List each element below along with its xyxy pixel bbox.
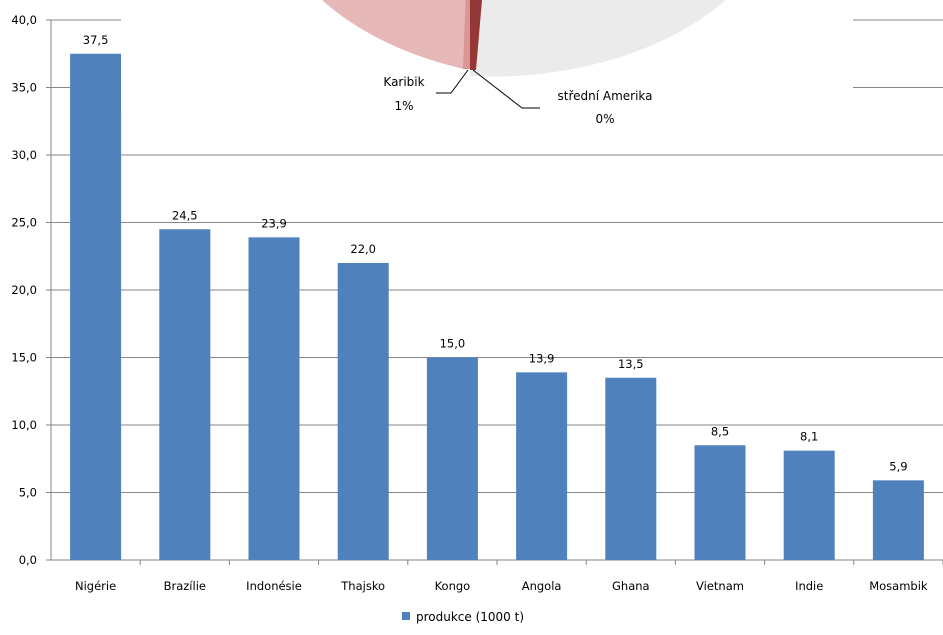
y-tick-label: 35,0 [11,81,37,95]
data-label: 13,9 [529,351,555,365]
leader-line-stredni-amerika [472,69,540,109]
data-label: 5,9 [889,459,907,473]
bar [783,450,835,560]
data-label: 23,9 [261,216,287,230]
data-label: 24,5 [172,208,198,222]
y-tick-labels: 0,0 5,0 10,0 15,0 20,0 25,0 30,0 35,0 40,0 [11,13,37,567]
bar [248,237,300,560]
y-tick-label: 30,0 [11,148,37,162]
bar [872,480,924,560]
bar [516,372,568,560]
x-tick-label: Nigérie [75,579,116,593]
legend: produkce (1000 t) [402,610,524,624]
pie-percent-stredni-amerika: 0% [595,112,614,126]
y-tick-label: 15,0 [11,351,37,365]
pie-slice-stredni-amerika [470,0,482,70]
bar [337,263,389,560]
legend-label: produkce (1000 t) [416,610,524,624]
y-tick-label: 5,0 [19,486,37,500]
pie-label-karibik: Karibik [383,75,424,89]
data-label: 37,5 [83,33,109,47]
pie-percent-karibik: 1% [394,99,413,113]
pie-slice-rest [470,0,726,77]
leader-line-karibik [436,69,469,94]
x-tick-label: Vietnam [696,579,744,593]
bars [70,53,924,560]
data-label: 22,0 [350,242,376,256]
data-label: 8,1 [800,430,818,444]
pie-label-stredni-amerika: střední Amerika [557,89,652,103]
y-tick-label: 20,0 [11,283,37,297]
data-label: 8,5 [711,424,729,438]
pie-chart: Karibik 1% střední Amerika 0% [121,0,853,126]
data-labels: 37,5 24,5 23,9 22,0 15,0 13,9 13,5 8,5 8,1 5,9 [83,33,908,474]
x-tick-label: Indie [795,579,823,593]
legend-swatch [402,612,410,620]
data-label: 13,5 [618,357,644,371]
x-tick-label: Ghana [612,579,650,593]
x-tick-labels: Nigérie Brazílie Indonésie Thajsko Kongo Ango… [75,560,943,593]
x-tick-label: Angola [522,579,562,593]
x-tick-label: Thajsko [340,579,385,593]
x-tick-label: Indonésie [246,579,302,593]
y-tick-label: 40,0 [11,13,37,27]
bar [159,229,211,560]
bar [605,377,657,560]
x-tick-label: Mosambik [869,579,928,593]
y-tick-label: 10,0 [11,418,37,432]
x-tick-label: Kongo [435,579,471,593]
data-label: 15,0 [440,337,466,351]
y-tick-label: 25,0 [11,216,37,230]
bar [70,53,122,560]
bar [694,445,746,560]
x-tick-label: Brazílie [164,579,206,593]
pie-slice-pink [322,0,467,69]
bar [426,357,478,560]
y-tick-label: 0,0 [19,553,37,567]
